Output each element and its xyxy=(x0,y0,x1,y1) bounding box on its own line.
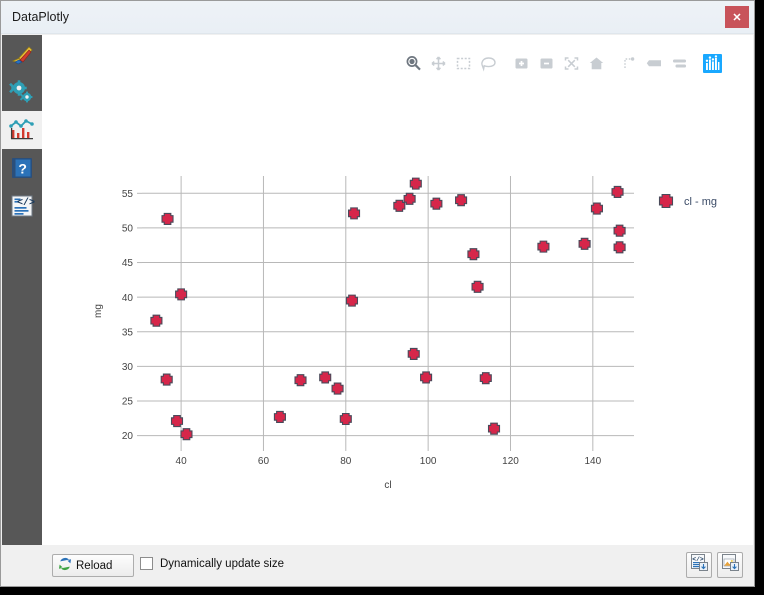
dataplotly-window: DataPlotly ✕ xyxy=(0,0,755,587)
tick-layer: 20 25 30 35 40 45 50 55 40 60 80 100 120 140 xyxy=(122,189,602,467)
data-points-layer[interactable] xyxy=(150,177,626,441)
svg-text:?: ? xyxy=(18,160,27,176)
help-book-icon: ? xyxy=(9,155,35,181)
data-point[interactable] xyxy=(590,202,603,215)
plotly-modebar xyxy=(401,51,725,76)
autoscale-button[interactable] xyxy=(559,51,584,76)
data-point[interactable] xyxy=(407,347,420,360)
data-point[interactable] xyxy=(175,288,188,301)
window-title: DataPlotly xyxy=(12,10,69,24)
data-point[interactable] xyxy=(537,240,550,253)
lasso-select-button[interactable] xyxy=(476,51,501,76)
y-tick-label: 40 xyxy=(122,293,134,304)
sidebar-item-plot-view[interactable] xyxy=(2,111,42,149)
data-point[interactable] xyxy=(578,237,591,250)
data-point[interactable] xyxy=(471,280,484,293)
svg-text:</>: </> xyxy=(692,556,704,563)
y-tick-label: 45 xyxy=(122,258,134,269)
hover-closest-button[interactable] xyxy=(642,51,667,76)
x-tick-label: 80 xyxy=(340,456,352,467)
x-tick-label: 60 xyxy=(258,456,270,467)
y-tick-label: 30 xyxy=(122,362,134,373)
legend-marker[interactable] xyxy=(658,193,674,209)
data-point[interactable] xyxy=(160,373,173,386)
checkbox-box[interactable] xyxy=(140,557,153,570)
gears-icon xyxy=(9,79,35,105)
data-point[interactable] xyxy=(467,248,480,261)
data-point[interactable] xyxy=(611,185,624,198)
data-point[interactable] xyxy=(455,194,468,207)
data-point[interactable] xyxy=(150,314,163,327)
dynamic-size-label: Dynamically update size xyxy=(160,557,285,570)
refresh-arrows-icon xyxy=(57,556,73,575)
data-point[interactable] xyxy=(170,415,184,428)
data-point[interactable] xyxy=(613,241,626,254)
y-axis-title: mg xyxy=(93,304,104,318)
data-point[interactable] xyxy=(403,192,416,205)
data-point[interactable] xyxy=(331,382,344,395)
y-tick-label: 35 xyxy=(122,327,134,338)
x-axis-title: cl xyxy=(384,480,391,491)
data-point[interactable] xyxy=(347,207,361,220)
data-point[interactable] xyxy=(339,412,352,426)
data-point[interactable] xyxy=(319,371,332,384)
x-tick-label: 140 xyxy=(584,456,601,467)
data-point[interactable] xyxy=(409,177,422,190)
sidebar-item-help[interactable]: ? xyxy=(2,149,42,187)
paintbrush-icon xyxy=(9,41,35,67)
data-point[interactable] xyxy=(273,410,286,423)
titlebar: DataPlotly ✕ xyxy=(1,1,754,34)
data-point[interactable] xyxy=(393,199,406,212)
code-page-icon: </> xyxy=(9,193,35,219)
reset-axes-button[interactable] xyxy=(584,51,609,76)
save-code-button[interactable]: </> xyxy=(686,552,712,578)
pan-button[interactable] xyxy=(426,51,451,76)
reload-button-label: Reload xyxy=(76,559,113,572)
save-image-button[interactable] xyxy=(717,552,743,578)
sidebar-item-plot-settings[interactable] xyxy=(2,73,42,111)
zoom-button[interactable] xyxy=(401,51,426,76)
svg-text:</>: </> xyxy=(17,197,35,209)
data-point[interactable] xyxy=(345,294,359,307)
data-point[interactable] xyxy=(180,428,193,441)
legend[interactable]: cl - mg xyxy=(658,193,718,209)
data-point[interactable] xyxy=(161,212,174,225)
data-point[interactable] xyxy=(613,224,626,237)
zoom-out-button[interactable] xyxy=(534,51,559,76)
y-tick-label: 50 xyxy=(122,224,134,235)
x-tick-label: 40 xyxy=(176,456,188,467)
y-tick-label: 25 xyxy=(122,397,134,408)
reload-button[interactable]: Reload xyxy=(52,554,134,577)
grid-layer xyxy=(142,176,634,446)
spike-lines-button[interactable] xyxy=(617,51,642,76)
axis-labels-layer: cl mg xyxy=(93,304,392,491)
save-code-icon: </> xyxy=(690,553,709,577)
hover-compare-button[interactable] xyxy=(667,51,692,76)
plotly-logo-button[interactable] xyxy=(700,51,725,76)
sidebar-item-code-view[interactable]: </> xyxy=(2,187,42,225)
dynamic-size-checkbox[interactable]: Dynamically update size xyxy=(140,557,284,570)
chart-icon xyxy=(9,117,35,143)
data-point[interactable] xyxy=(479,372,492,385)
data-point[interactable] xyxy=(420,371,433,384)
sidebar-item-plot-type[interactable] xyxy=(2,35,42,73)
zoom-in-button[interactable] xyxy=(509,51,534,76)
data-point[interactable] xyxy=(294,374,307,387)
save-image-icon xyxy=(721,553,740,577)
bottombar: Reload Dynamically update size </> xyxy=(2,545,753,585)
scatter-plot[interactable]: 20 25 30 35 40 45 50 55 40 60 80 100 120 140 cl mg cl … xyxy=(42,35,756,547)
x-tick-label: 120 xyxy=(502,456,519,467)
sidebar: ? </> xyxy=(2,35,42,545)
x-tick-label: 100 xyxy=(420,456,437,467)
y-tick-label: 55 xyxy=(122,189,134,200)
legend-label[interactable]: cl - mg xyxy=(684,196,717,208)
close-button[interactable]: ✕ xyxy=(725,6,749,28)
data-point[interactable] xyxy=(430,197,443,210)
plot-panel: 20 25 30 35 40 45 50 55 40 60 80 100 120 140 cl mg cl … xyxy=(42,35,753,545)
data-point[interactable] xyxy=(487,422,501,435)
y-tick-label: 20 xyxy=(122,431,134,442)
